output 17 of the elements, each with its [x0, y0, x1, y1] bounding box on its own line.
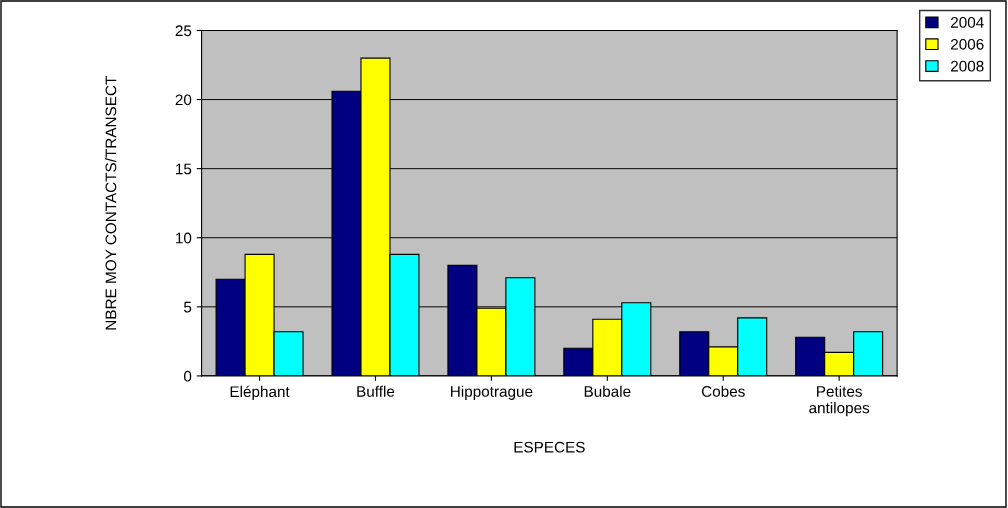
x-tick-label: Cobes: [701, 385, 745, 397]
x-tick-label: Petites antilopes: [809, 385, 870, 417]
x-tick-label: Bubale: [584, 385, 631, 397]
legend-label: 2006: [951, 38, 984, 50]
y-tick-label: 10: [176, 232, 192, 244]
x-tick-label: Eléphant: [230, 385, 290, 401]
y-tick-label: 5: [183, 301, 192, 313]
y-tick-label: 0: [183, 370, 192, 382]
legend-label: 2004: [951, 17, 984, 28]
x-tick-label: Hippotrague: [451, 385, 533, 400]
y-tick-label: 25: [175, 25, 192, 37]
legend-label: 2008: [951, 60, 984, 72]
x-axis-title: ESPECES: [514, 441, 585, 453]
x-tick-label: Buffle: [357, 385, 395, 397]
y-tick-label: 15: [176, 163, 192, 175]
y-axis-title: NBRE MOY CONTACTS/TRANSECT: [105, 76, 117, 330]
y-tick-label: 20: [175, 94, 192, 106]
